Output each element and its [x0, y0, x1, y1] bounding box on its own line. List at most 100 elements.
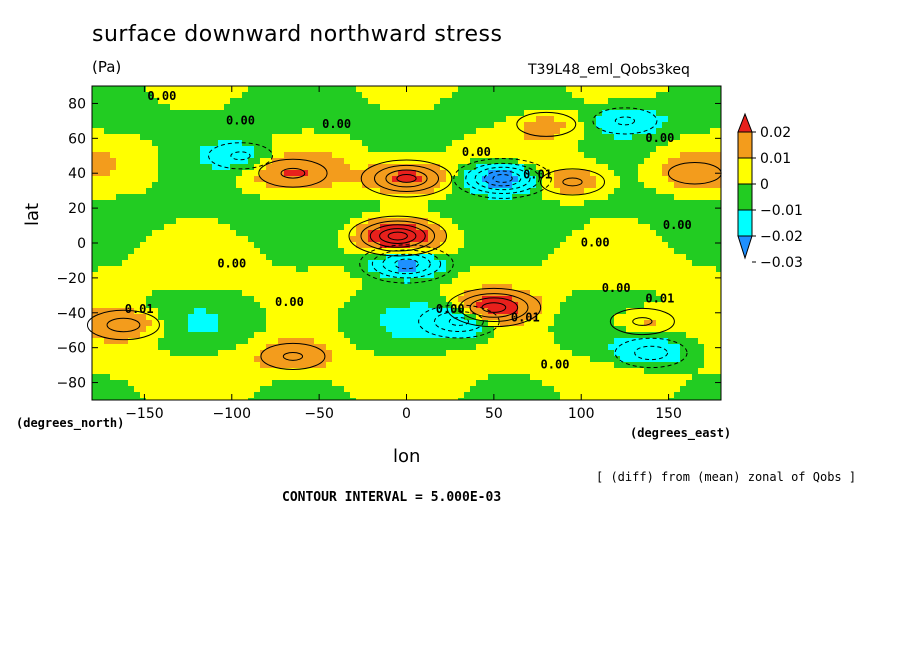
- field-cell: [98, 320, 105, 327]
- field-cell: [584, 392, 591, 399]
- field-cell: [602, 152, 609, 159]
- field-cell: [260, 86, 267, 93]
- field-cell: [578, 266, 585, 273]
- field-cell: [320, 140, 327, 147]
- field-cell: [158, 116, 165, 123]
- field-cell: [140, 224, 147, 231]
- field-cell: [368, 182, 375, 189]
- field-cell: [248, 182, 255, 189]
- field-cell: [242, 176, 249, 183]
- field-cell: [428, 206, 435, 213]
- field-cell: [482, 248, 489, 255]
- field-cell: [638, 344, 645, 351]
- field-cell: [236, 254, 243, 261]
- field-cell: [320, 170, 327, 177]
- field-cell: [590, 134, 597, 141]
- field-cell: [386, 350, 393, 357]
- field-cell: [572, 98, 579, 105]
- field-cell: [434, 332, 441, 339]
- field-cell: [266, 302, 273, 309]
- field-cell: [536, 380, 543, 387]
- field-cell: [392, 272, 399, 279]
- field-cell: [578, 98, 585, 105]
- field-cell: [434, 224, 441, 231]
- field-cell: [596, 152, 603, 159]
- field-cell: [200, 278, 207, 285]
- field-cell: [320, 326, 327, 333]
- field-cell: [338, 176, 345, 183]
- field-cell: [248, 236, 255, 243]
- field-cell: [224, 86, 231, 93]
- field-cell: [392, 296, 399, 303]
- field-cell: [614, 104, 621, 111]
- field-cell: [116, 176, 123, 183]
- field-cell: [614, 284, 621, 291]
- field-cell: [446, 374, 453, 381]
- field-cell: [308, 368, 315, 375]
- field-cell: [524, 92, 531, 99]
- field-cell: [476, 236, 483, 243]
- field-cell: [524, 176, 531, 183]
- field-cell: [302, 206, 309, 213]
- field-cell: [518, 332, 525, 339]
- field-cell: [296, 308, 303, 315]
- units-label: (Pa): [92, 58, 122, 76]
- field-cell: [92, 188, 99, 195]
- field-cell: [170, 332, 177, 339]
- field-cell: [176, 134, 183, 141]
- field-cell: [572, 290, 579, 297]
- field-cell: [194, 254, 201, 261]
- field-cell: [632, 356, 639, 363]
- field-cell: [644, 266, 651, 273]
- field-cell: [392, 290, 399, 297]
- field-cell: [458, 158, 465, 165]
- field-cell: [644, 206, 651, 213]
- field-cell: [416, 386, 423, 393]
- field-cell: [92, 146, 99, 153]
- field-cell: [416, 134, 423, 141]
- field-cell: [422, 290, 429, 297]
- field-cell: [200, 164, 207, 171]
- field-cell: [326, 356, 333, 363]
- field-cell: [110, 182, 117, 189]
- field-cell: [308, 272, 315, 279]
- field-cell: [554, 266, 561, 273]
- field-cell: [170, 140, 177, 147]
- field-cell: [206, 266, 213, 273]
- field-cell: [248, 248, 255, 255]
- field-cell: [170, 164, 177, 171]
- field-cell: [650, 386, 657, 393]
- field-cell: [188, 116, 195, 123]
- field-cell: [230, 188, 237, 195]
- field-cell: [260, 308, 267, 315]
- field-cell: [230, 218, 237, 225]
- field-cell: [524, 380, 531, 387]
- field-cell: [338, 146, 345, 153]
- field-cell: [278, 200, 285, 207]
- field-cell: [338, 128, 345, 135]
- field-cell: [392, 332, 399, 339]
- field-cell: [626, 92, 633, 99]
- field-cell: [140, 392, 147, 399]
- field-cell: [152, 182, 159, 189]
- field-cell: [320, 230, 327, 237]
- field-cell: [638, 194, 645, 201]
- field-cell: [188, 254, 195, 261]
- field-cell: [548, 362, 555, 369]
- field-cell: [116, 212, 123, 219]
- field-cell: [644, 368, 651, 375]
- field-cell: [200, 254, 207, 261]
- field-cell: [554, 356, 561, 363]
- field-cell: [314, 140, 321, 147]
- field-cell: [200, 398, 207, 401]
- field-cell: [224, 380, 231, 387]
- field-cell: [140, 182, 147, 189]
- field-cell: [518, 230, 525, 237]
- field-cell: [638, 368, 645, 375]
- field-cell: [236, 194, 243, 201]
- field-cell: [260, 338, 267, 345]
- field-cell: [464, 392, 471, 399]
- field-cell: [374, 290, 381, 297]
- field-cell: [602, 158, 609, 165]
- field-cell: [176, 170, 183, 177]
